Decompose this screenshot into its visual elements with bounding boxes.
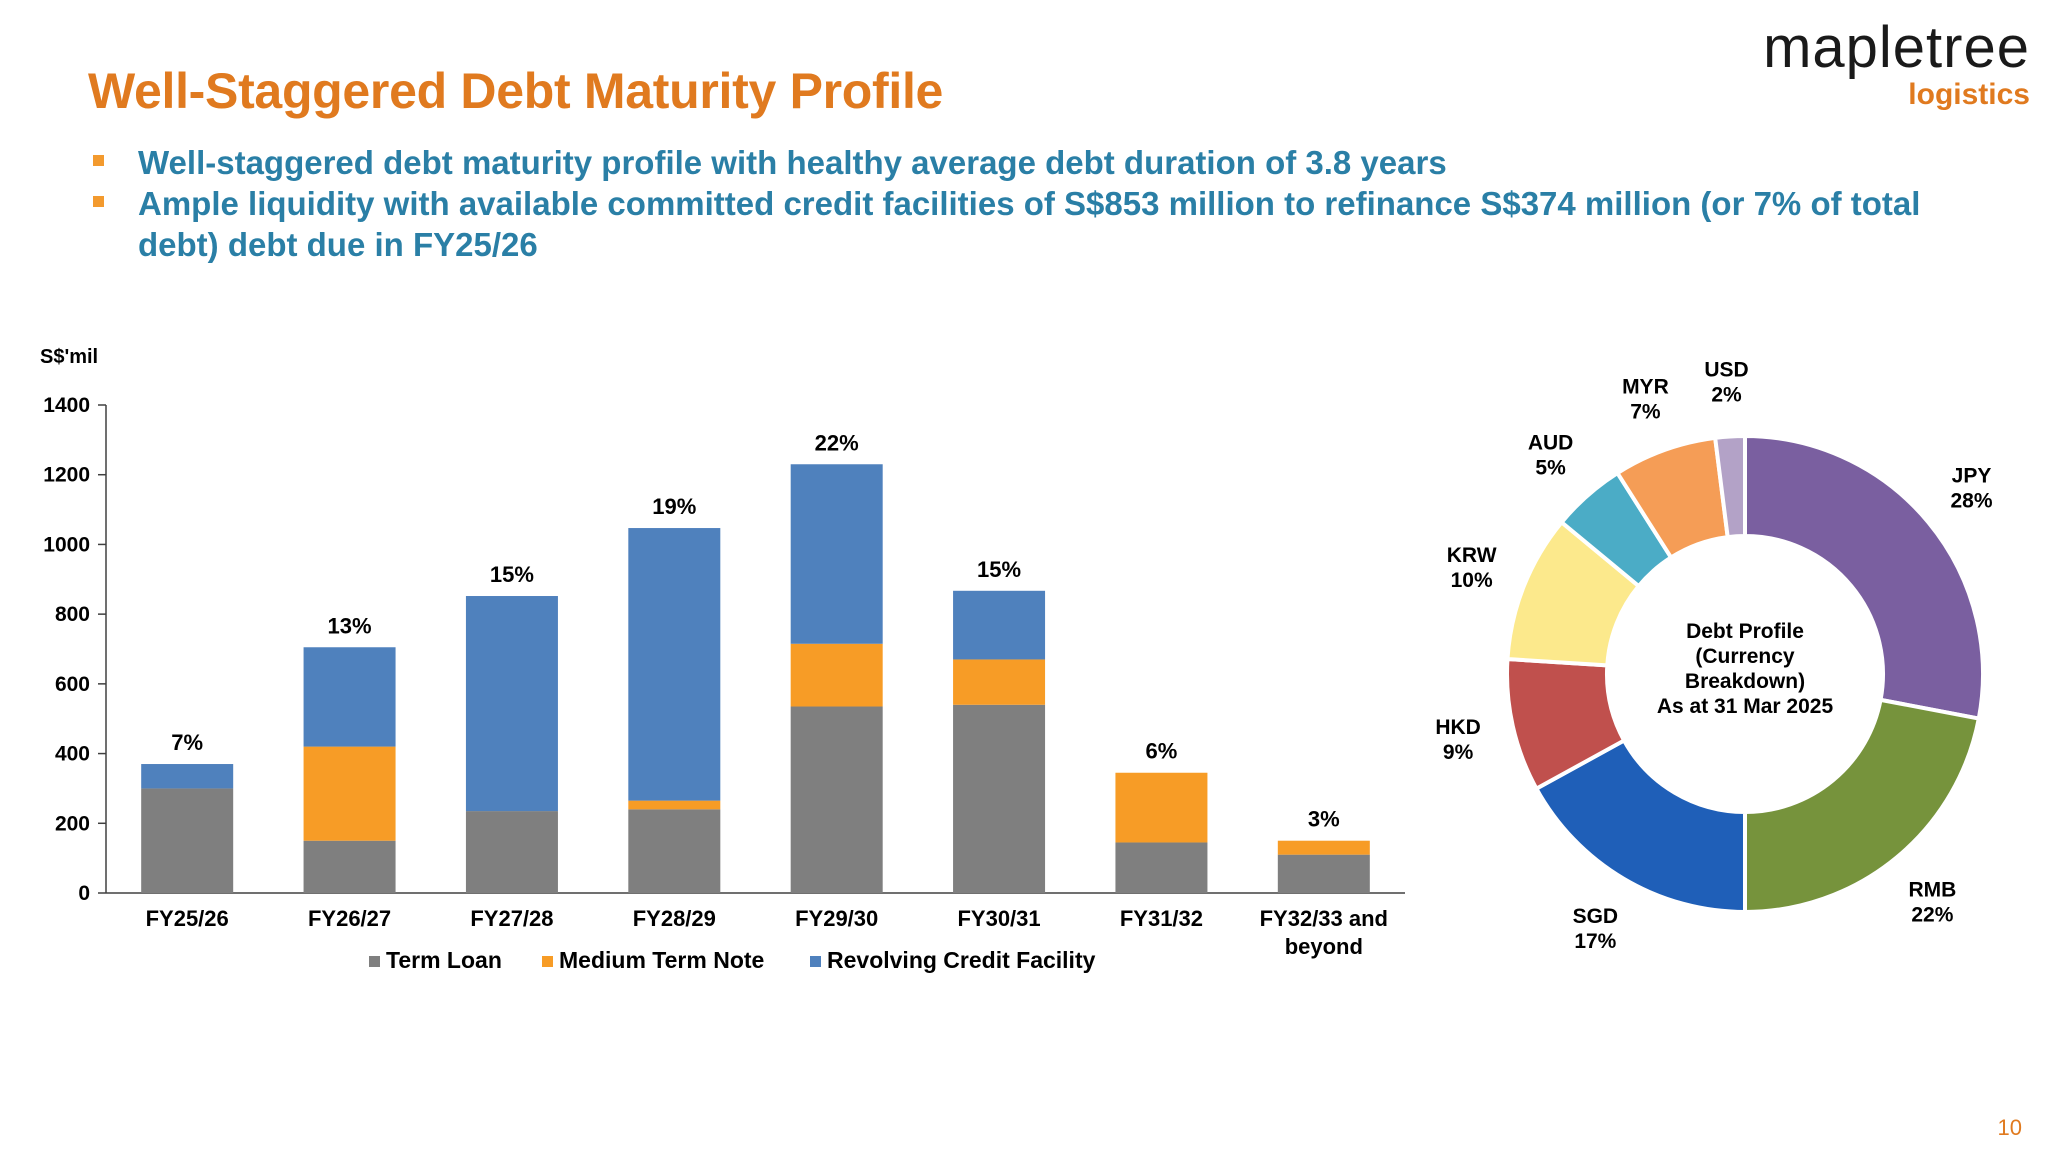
bar-segment-medium-term-note: [303, 746, 396, 841]
bar-data-label: 22%: [815, 430, 859, 455]
legend-label: Revolving Credit Facility: [827, 947, 1096, 973]
logo-wordmark: mapletree: [1763, 15, 2030, 80]
y-tick-label: 400: [55, 743, 90, 766]
donut-slice-jpy: [1743, 433, 1985, 721]
x-tick-label: FY27/28: [470, 906, 553, 931]
bullet-item: Ample liquidity with available committed…: [88, 183, 1948, 265]
bullet-list: Well-staggered debt maturity profile wit…: [88, 142, 1948, 265]
bar-data-label: 19%: [652, 494, 696, 519]
donut-label-usd: USD 2%: [1704, 359, 1748, 407]
x-tick-label: FY31/32: [1120, 906, 1203, 931]
bar-segment-medium-term-note: [790, 643, 883, 707]
donut-label-sgd: SGD 17%: [1573, 905, 1619, 953]
legend-label: Medium Term Note: [559, 947, 764, 973]
x-tick-label: FY25/26: [146, 906, 229, 931]
y-axis-label: S$'mil: [40, 346, 98, 368]
bar-segment-term-loan: [141, 788, 234, 893]
bullet-text: Ample liquidity with available committed…: [138, 185, 1921, 263]
donut-label-aud: AUD 5%: [1528, 431, 1574, 479]
bar-data-label: 7%: [171, 730, 203, 755]
bar-segment-revolving-credit-facility: [303, 647, 396, 747]
bar-segment-term-loan: [1115, 842, 1208, 893]
bar-segment-revolving-credit-facility: [141, 764, 234, 789]
y-tick-label: 1400: [43, 394, 90, 417]
legend-swatch: [810, 956, 821, 967]
donut-slice-rmb: [1743, 697, 1982, 915]
bar-segment-medium-term-note: [628, 800, 721, 810]
bar-segment-term-loan: [1277, 854, 1370, 893]
y-tick-label: 200: [55, 812, 90, 835]
bar-segment-revolving-credit-facility: [953, 590, 1046, 660]
bar-segment-term-loan: [790, 706, 883, 893]
donut-center-title: Debt Profile (Currency Breakdown) As at 31 …: [1657, 620, 1834, 718]
bar-segment-revolving-credit-facility: [628, 528, 721, 801]
bar-segment-medium-term-note: [1115, 772, 1208, 843]
page-number: 10: [1997, 1115, 2022, 1140]
x-tick-label: FY26/27: [308, 906, 391, 931]
x-tick-label: FY28/29: [633, 906, 716, 931]
bar-data-label: 13%: [328, 613, 372, 638]
bar-segment-term-loan: [465, 811, 558, 893]
legend-swatch: [542, 956, 553, 967]
bar-segment-term-loan: [303, 840, 396, 893]
bullet-text: Well-staggered debt maturity profile wit…: [138, 144, 1447, 181]
bar-segment-medium-term-note: [953, 659, 1046, 705]
bar-segment-term-loan: [953, 704, 1046, 893]
mapletree-logo: mapletree logistics: [1763, 18, 2030, 112]
x-tick-label: FY30/31: [957, 906, 1040, 931]
y-tick-label: 800: [55, 603, 90, 626]
bullet-square-icon: [93, 196, 104, 207]
bullet-square-icon: [93, 155, 104, 166]
bar-data-label: 6%: [1146, 739, 1178, 764]
logo-subtitle: logistics: [1908, 78, 2030, 111]
page-title: Well-Staggered Debt Maturity Profile: [88, 63, 944, 119]
donut-label-krw: KRW 10%: [1447, 544, 1497, 592]
bar-data-label: 15%: [977, 557, 1021, 582]
y-tick-label: 1000: [43, 533, 90, 556]
donut-label-myr: MYR 7%: [1622, 375, 1669, 423]
y-tick-label: 1200: [43, 464, 90, 487]
donut-label-hkd: HKD 9%: [1435, 716, 1481, 764]
donut-label-rmb: RMB 22%: [1908, 879, 1956, 927]
debt-maturity-bar-chart: S$'mil 0 200 400 600 800 1000 1200 1400 7% FY25/26…: [40, 346, 1405, 973]
bullet-item: Well-staggered debt maturity profile wit…: [88, 142, 1948, 183]
x-tick-label: FY29/30: [795, 906, 878, 931]
donut-slice-usd: [1712, 433, 1747, 540]
bar-data-label: 15%: [490, 562, 534, 587]
y-tick-label: 0: [78, 882, 90, 905]
bar-data-label: 3%: [1308, 807, 1340, 832]
bar-segment-medium-term-note: [1277, 840, 1370, 855]
y-tick-label: 600: [55, 673, 90, 696]
bar-segment-revolving-credit-facility: [465, 596, 558, 812]
currency-donut-chart: JPY 28% RMB 22% SGD 17% HKD 9% KRW 10% AUD 5% MYR 7% U…: [1435, 359, 1993, 953]
chart-legend: Term Loan Medium Term Note Revolving Credi…: [369, 947, 1096, 973]
donut-label-jpy: JPY 28%: [1951, 465, 1993, 513]
x-tick-label: FY32/33 and beyond: [1260, 906, 1388, 959]
bar-segment-revolving-credit-facility: [790, 464, 883, 644]
legend-label: Term Loan: [386, 947, 502, 973]
bar-segment-term-loan: [628, 809, 721, 893]
legend-swatch: [369, 956, 380, 967]
